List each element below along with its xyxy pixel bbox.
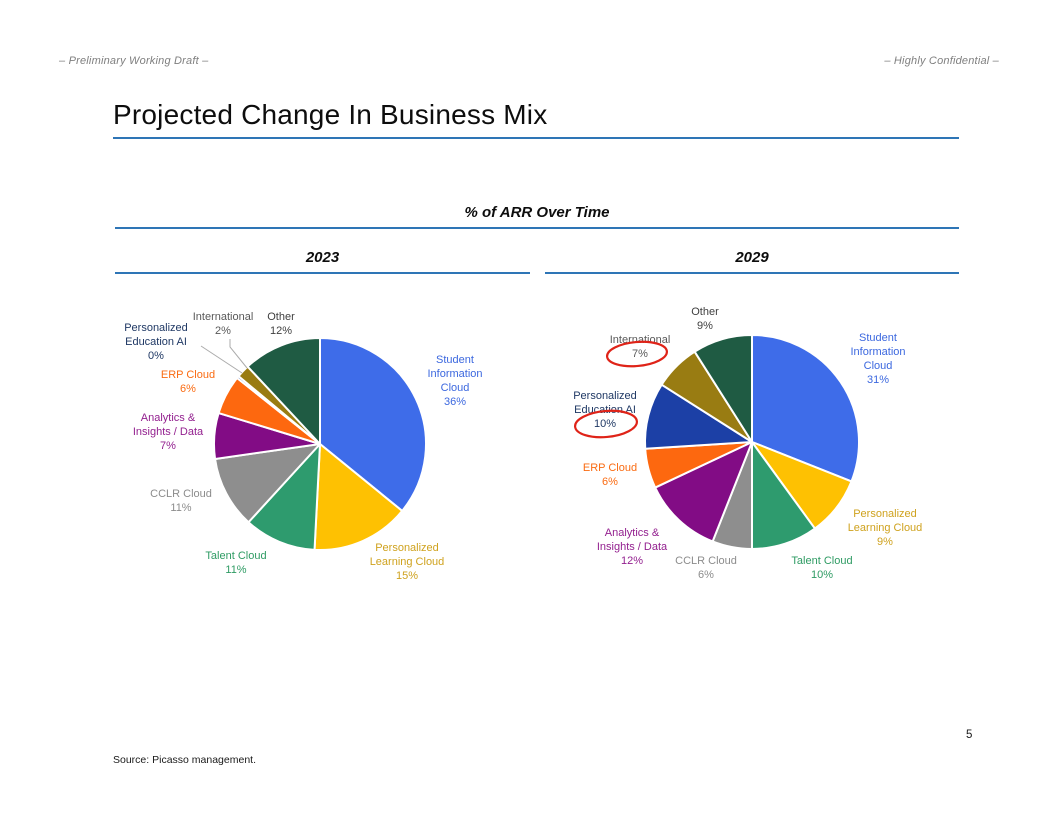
pie-label-text: International bbox=[192, 311, 254, 323]
pie-label-pct: 6% bbox=[698, 569, 714, 581]
pie-label-personalized-learning-cloud-2029: Personalized Learning Cloud 9% bbox=[848, 507, 923, 549]
pie-chart-2023 bbox=[213, 337, 427, 551]
pie-label-talent-cloud-2023: Talent Cloud 11% bbox=[205, 549, 266, 577]
pie-label-talent-cloud-2029: Talent Cloud 10% bbox=[791, 554, 852, 582]
pie-label-text: Personalized Learning Cloud bbox=[369, 542, 445, 568]
pie-slice-student-information-cloud-2029 bbox=[751, 334, 860, 483]
leader-line-international-2023 bbox=[229, 339, 248, 369]
column-header-2029: 2029 bbox=[735, 249, 769, 266]
pie-label-cclr-cloud-2023: CCLR Cloud 11% bbox=[150, 487, 212, 515]
pie-label-pct: 11% bbox=[170, 502, 192, 514]
pie-label-pct: 12% bbox=[269, 325, 293, 337]
pie-slice-personalized-education-ai-2023 bbox=[236, 375, 321, 445]
pie-label-text: Analytics & Insights / Data bbox=[132, 412, 204, 438]
pie-label-pct: 6% bbox=[602, 476, 618, 488]
pie-label-other-2029: Other 9% bbox=[691, 305, 719, 333]
pie-label-text: Personalized Education AI bbox=[124, 322, 188, 348]
pie-slice-student-information-cloud-2023 bbox=[319, 337, 427, 512]
pie-slice-analytics-insights-data-2023 bbox=[213, 412, 321, 460]
pie-label-personalized-education-ai-2023: Personalized Education AI 0% bbox=[124, 321, 188, 363]
pie-label-text: Talent Cloud bbox=[205, 550, 267, 562]
pie-label-pct: 0% bbox=[148, 350, 164, 362]
pie-label-pct: 7% bbox=[160, 440, 176, 452]
header-classification-right: – Highly Confidential – bbox=[884, 55, 999, 67]
pie-label-text: Other bbox=[267, 311, 295, 323]
pie-label-pct: 12% bbox=[620, 555, 644, 567]
pie-label-text: Talent Cloud bbox=[791, 555, 853, 567]
chart-group-title: % of ARR Over Time bbox=[464, 204, 610, 221]
pie-label-text: CCLR Cloud bbox=[675, 555, 737, 567]
pie-label-analytics-insights-data-2029: Analytics & Insights / Data 12% bbox=[597, 526, 667, 568]
pie-label-erp-cloud-2023: ERP Cloud 6% bbox=[161, 368, 215, 396]
source-note: Source: Picasso management. bbox=[113, 754, 256, 766]
pie-label-text: ERP Cloud bbox=[582, 462, 638, 474]
pie-label-cclr-cloud-2029: CCLR Cloud 6% bbox=[675, 554, 737, 582]
column-header-2023: 2023 bbox=[305, 249, 340, 266]
pie-label-pct: 7% bbox=[632, 348, 648, 360]
header-classification-left: – Preliminary Working Draft – bbox=[59, 55, 209, 67]
pie-label-personalized-education-ai-2029: Personalized Education AI 10% bbox=[573, 389, 637, 431]
pie-slice-other-2023 bbox=[246, 337, 321, 445]
pie-label-pct: 36% bbox=[443, 396, 467, 408]
pie-label-pct: 10% bbox=[810, 569, 834, 581]
pie-label-pct: 11% bbox=[225, 564, 247, 576]
pie-slice-international-2029 bbox=[660, 350, 753, 443]
pie-chart-2029 bbox=[644, 334, 860, 550]
pie-label-other-2023: Other 12% bbox=[267, 310, 295, 338]
pie-slice-talent-cloud-2029 bbox=[751, 441, 816, 550]
pie-label-student-information-cloud-2023: Student Information Cloud 36% bbox=[427, 353, 482, 409]
pie-label-text: Student Information Cloud bbox=[427, 354, 483, 394]
pie-label-text: Student Information Cloud bbox=[850, 332, 906, 372]
pie-label-erp-cloud-2029: ERP Cloud 6% bbox=[583, 461, 637, 489]
pie-label-personalized-learning-cloud-2023: Personalized Learning Cloud 15% bbox=[370, 541, 445, 583]
pie-slice-erp-cloud-2023 bbox=[217, 376, 321, 445]
pie-slice-other-2029 bbox=[693, 334, 753, 443]
pie-label-pct: 6% bbox=[180, 383, 196, 395]
pie-slice-talent-cloud-2023 bbox=[247, 443, 321, 551]
pie-label-pct: 10% bbox=[593, 418, 617, 430]
pie-label-text: Analytics & Insights / Data bbox=[596, 527, 668, 553]
pie-label-international-2023: International 2% bbox=[193, 310, 254, 338]
pie-label-pct: 9% bbox=[697, 320, 713, 332]
pie-slice-cclr-cloud-2023 bbox=[214, 443, 321, 524]
pie-slice-personalized-education-ai-2029 bbox=[644, 383, 753, 450]
pie-label-pct: 15% bbox=[395, 570, 419, 582]
subtitle-rule bbox=[115, 227, 959, 229]
pie-label-analytics-insights-data-2023: Analytics & Insights / Data 7% bbox=[133, 411, 203, 453]
pie-label-international-2029: International 7% bbox=[610, 333, 671, 361]
pie-label-text: CCLR Cloud bbox=[150, 488, 212, 500]
page-number: 5 bbox=[966, 729, 973, 741]
pie-label-text: Other bbox=[691, 306, 719, 318]
pie-label-pct: 9% bbox=[877, 536, 893, 548]
column-rule-2029 bbox=[545, 272, 959, 274]
pie-label-pct: 31% bbox=[866, 374, 890, 386]
pie-label-text: ERP Cloud bbox=[160, 369, 216, 381]
page-title: Projected Change In Business Mix bbox=[113, 99, 548, 130]
pie-slice-international-2023 bbox=[237, 365, 321, 445]
pie-label-text: Personalized Learning Cloud bbox=[847, 508, 923, 534]
pie-slice-cclr-cloud-2029 bbox=[711, 441, 753, 550]
pie-slice-analytics-insights-data-2029 bbox=[654, 441, 753, 543]
pie-label-pct: 2% bbox=[215, 325, 231, 337]
pie-slice-personalized-learning-cloud-2023 bbox=[313, 443, 404, 551]
pie-slice-personalized-learning-cloud-2029 bbox=[751, 441, 853, 530]
pie-label-text: Personalized Education AI bbox=[573, 390, 637, 416]
column-rule-2023 bbox=[115, 272, 530, 274]
pie-label-text: International bbox=[609, 334, 671, 346]
pie-label-student-information-cloud-2029: Student Information Cloud 31% bbox=[850, 331, 905, 387]
title-rule bbox=[113, 137, 959, 139]
pie-slice-erp-cloud-2029 bbox=[644, 441, 753, 489]
